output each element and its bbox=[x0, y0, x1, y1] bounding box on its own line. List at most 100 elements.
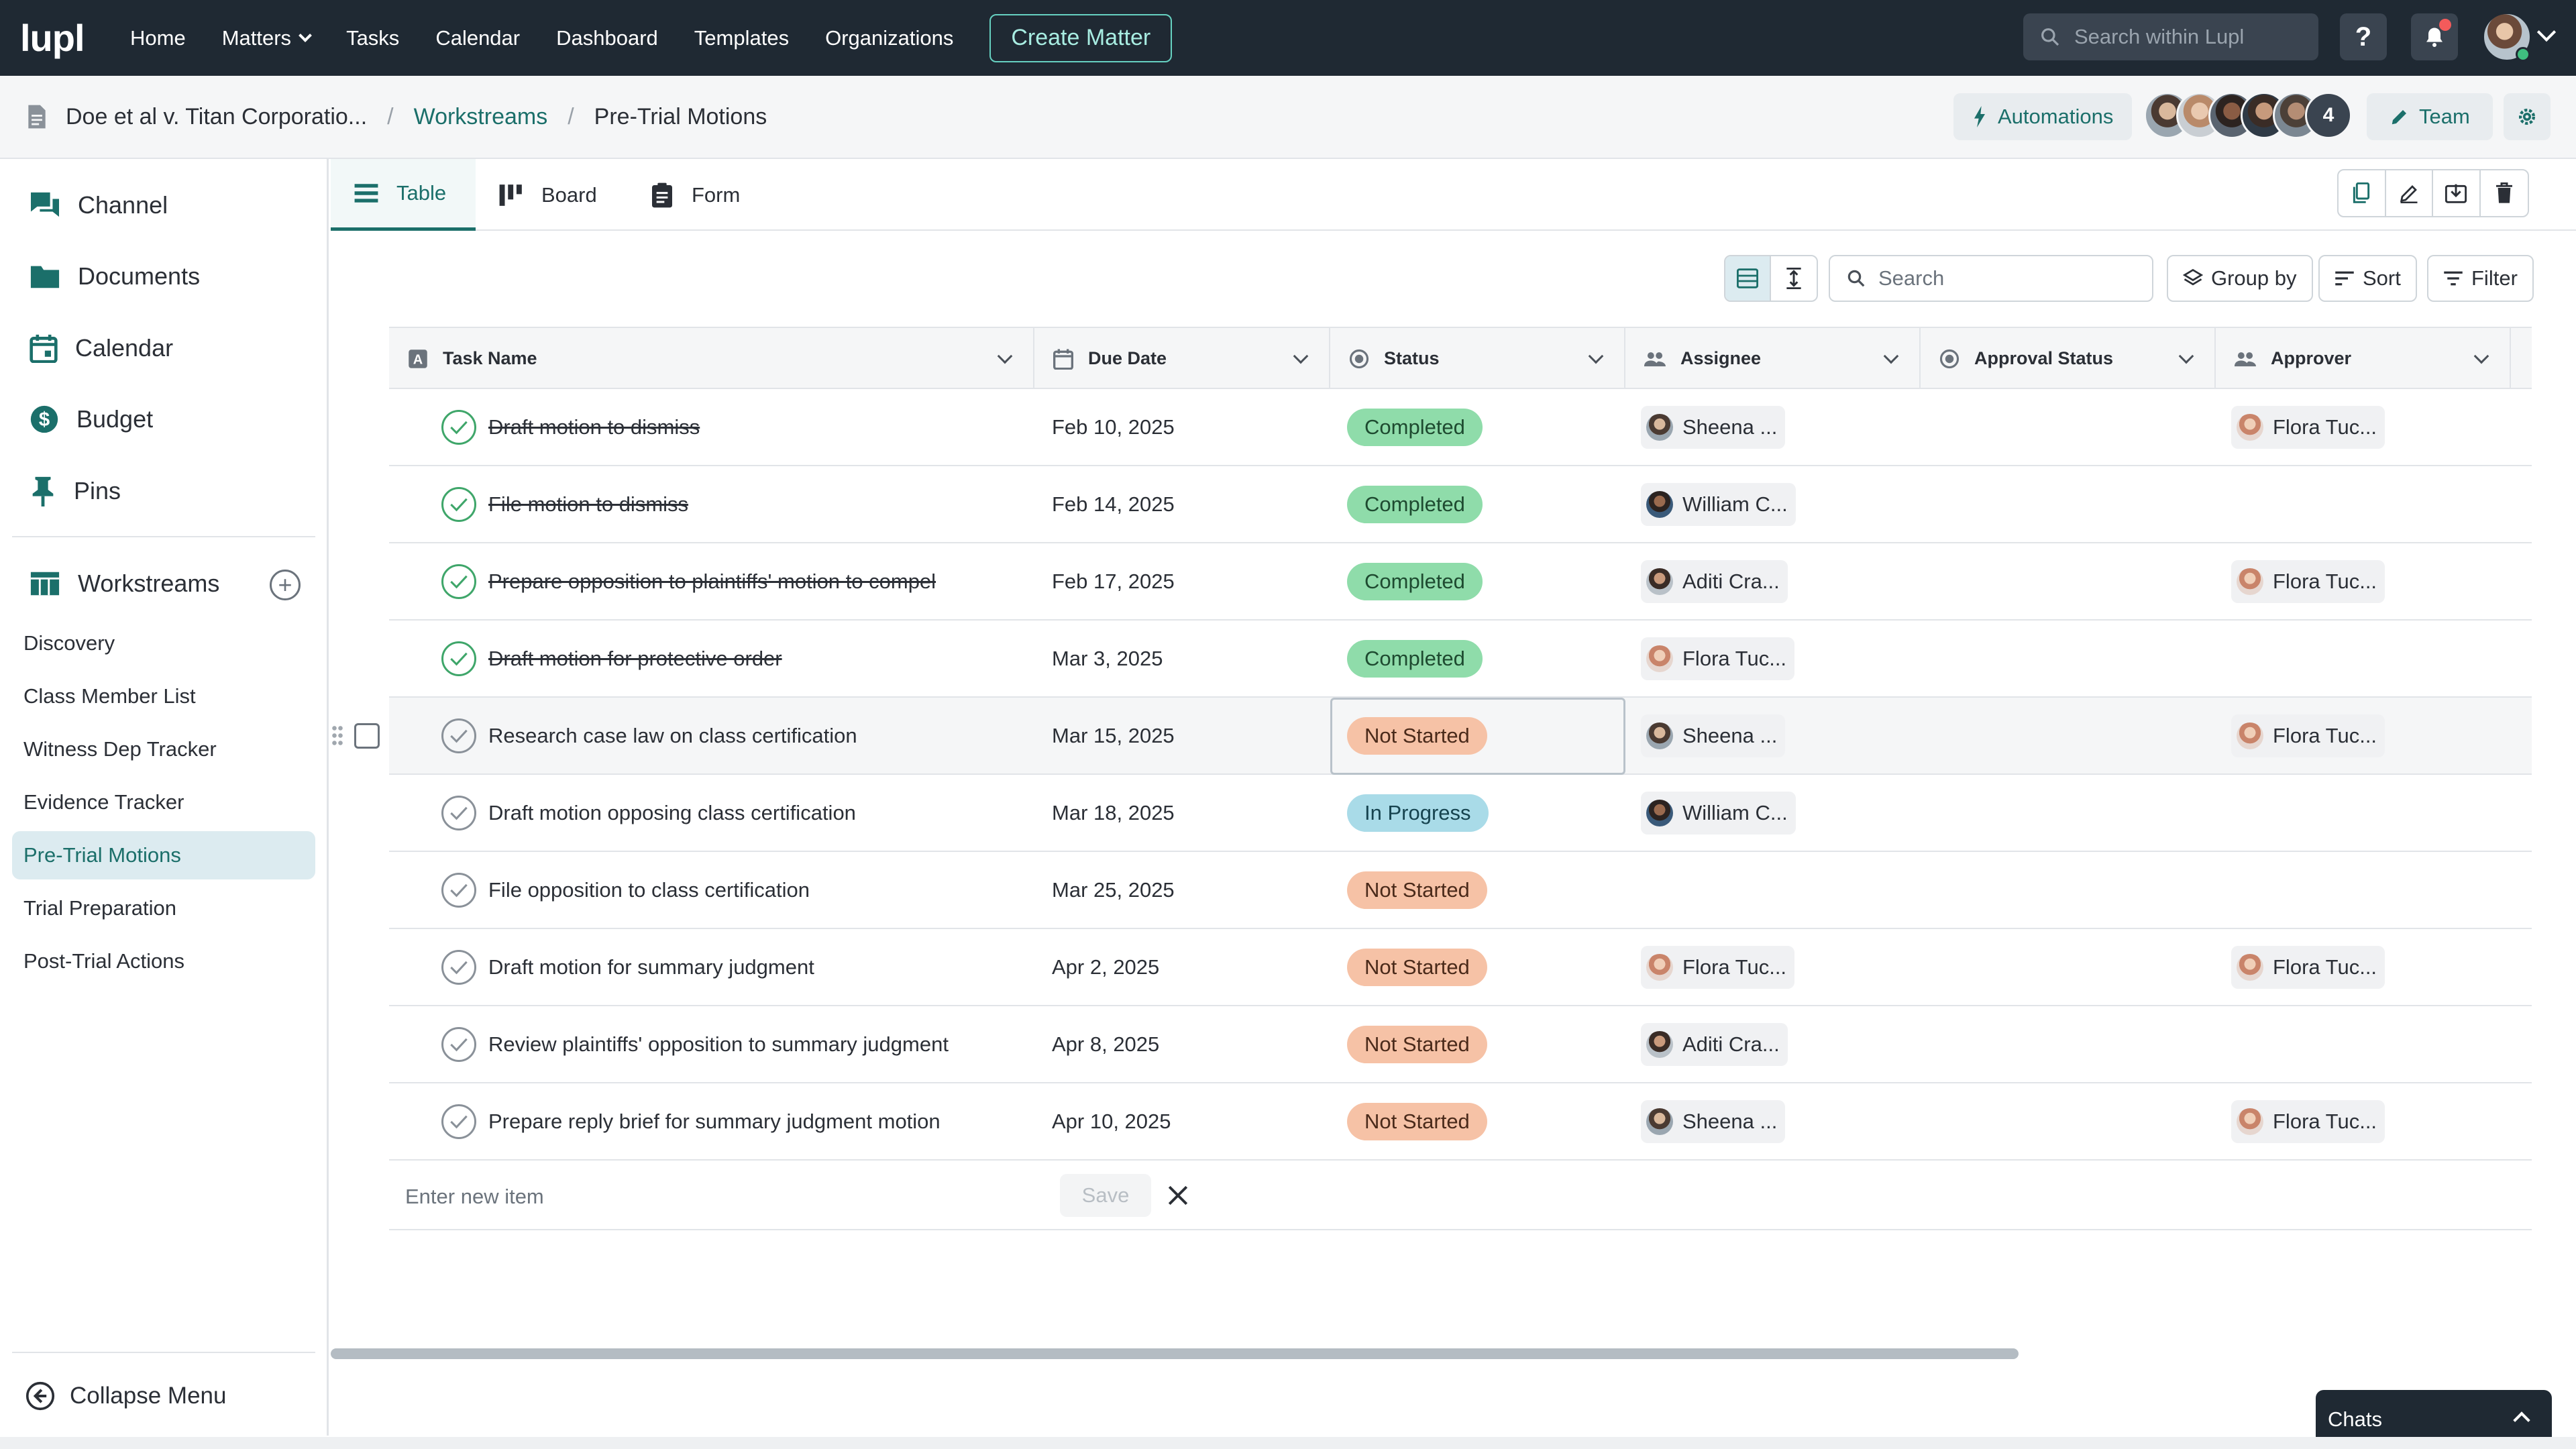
column-header-due-date[interactable]: Due Date bbox=[1034, 328, 1330, 389]
new-item-input[interactable]: Enter new item bbox=[405, 1185, 544, 1208]
assignee-cell[interactable]: Flora Tuc... bbox=[1641, 621, 1795, 696]
expand-density-button[interactable] bbox=[1771, 256, 1817, 301]
sidebar-item-calendar[interactable]: Calendar bbox=[30, 333, 173, 363]
assignee-chip[interactable]: William C... bbox=[1641, 482, 1796, 526]
status-cell[interactable]: Not Started bbox=[1347, 852, 1487, 928]
table-row[interactable]: Research case law on class certification… bbox=[331, 698, 2532, 775]
task-name-cell[interactable]: Draft motion to dismiss bbox=[488, 389, 700, 465]
sidebar-item-channel[interactable]: Channel bbox=[30, 191, 168, 219]
due-date-cell[interactable]: Mar 3, 2025 bbox=[1052, 621, 1163, 696]
assignee-chip[interactable]: Sheena ... bbox=[1641, 714, 1786, 757]
team-button[interactable]: Team bbox=[2367, 93, 2493, 140]
tab-table[interactable]: Table bbox=[331, 159, 476, 231]
sidebar-item-documents[interactable]: Documents bbox=[30, 262, 200, 290]
assignee-chip[interactable]: Aditi Cra... bbox=[1641, 1022, 1788, 1066]
global-search-input[interactable]: Search within Lupl bbox=[2023, 13, 2318, 60]
team-avatars[interactable]: 4 bbox=[2144, 92, 2352, 142]
nav-tasks[interactable]: Tasks bbox=[346, 25, 400, 50]
table-row[interactable]: Draft motion to dismiss Feb 10, 2025 Compl… bbox=[389, 389, 2532, 466]
task-name-cell[interactable]: Prepare reply brief for summary judgment… bbox=[488, 1083, 941, 1159]
status-cell[interactable]: Not Started bbox=[1347, 1006, 1487, 1082]
table-row[interactable]: Prepare opposition to plaintiffs' motion… bbox=[389, 543, 2532, 621]
task-complete-toggle[interactable] bbox=[441, 950, 476, 985]
add-workstream-button[interactable]: + bbox=[270, 570, 301, 600]
workstream-item-discovery[interactable]: Discovery bbox=[23, 631, 115, 655]
filter-button[interactable]: Filter bbox=[2427, 255, 2534, 302]
chevron-down-icon[interactable] bbox=[2473, 348, 2489, 364]
task-name-cell[interactable]: Prepare opposition to plaintiffs' motion… bbox=[488, 543, 936, 619]
task-name-cell[interactable]: File opposition to class certification bbox=[488, 852, 810, 928]
approver-chip[interactable]: Flora Tuc... bbox=[2231, 714, 2385, 757]
table-row[interactable]: File motion to dismiss Feb 14, 2025 Comple… bbox=[389, 466, 2532, 543]
table-row[interactable]: Draft motion opposing class certificatio… bbox=[389, 775, 2532, 852]
task-complete-toggle[interactable] bbox=[441, 718, 476, 753]
task-complete-toggle[interactable] bbox=[441, 410, 476, 445]
due-date-cell[interactable]: Mar 25, 2025 bbox=[1052, 852, 1175, 928]
approver-cell[interactable]: Flora Tuc... bbox=[2231, 698, 2385, 773]
status-cell[interactable]: Completed bbox=[1347, 466, 1483, 542]
automations-button[interactable]: Automations bbox=[1953, 93, 2133, 140]
due-date-cell[interactable]: Feb 10, 2025 bbox=[1052, 389, 1175, 465]
task-name-cell[interactable]: Research case law on class certification bbox=[488, 698, 857, 773]
sort-button[interactable]: Sort bbox=[2318, 255, 2417, 302]
nav-calendar[interactable]: Calendar bbox=[435, 25, 521, 50]
create-matter-button[interactable]: Create Matter bbox=[989, 13, 1173, 62]
approver-cell[interactable]: Flora Tuc... bbox=[2231, 543, 2385, 619]
column-header-approver[interactable]: Approver bbox=[2216, 328, 2511, 389]
table-search-input[interactable]: Search bbox=[1829, 255, 2153, 302]
compact-density-button[interactable] bbox=[1725, 256, 1771, 301]
workstream-item-witness-dep-tracker[interactable]: Witness Dep Tracker bbox=[23, 737, 217, 761]
settings-button[interactable] bbox=[2504, 93, 2551, 140]
approver-chip[interactable]: Flora Tuc... bbox=[2231, 945, 2385, 989]
approver-chip[interactable]: Flora Tuc... bbox=[2231, 405, 2385, 449]
due-date-cell[interactable]: Feb 17, 2025 bbox=[1052, 543, 1175, 619]
assignee-cell[interactable]: Sheena ... bbox=[1641, 698, 1786, 773]
nav-matters[interactable]: Matters bbox=[222, 26, 312, 50]
due-date-cell[interactable]: Feb 14, 2025 bbox=[1052, 466, 1175, 542]
assignee-cell[interactable]: William C... bbox=[1641, 775, 1796, 851]
approver-chip[interactable]: Flora Tuc... bbox=[2231, 559, 2385, 603]
status-cell[interactable]: Completed bbox=[1347, 621, 1483, 696]
workstream-item-evidence-tracker[interactable]: Evidence Tracker bbox=[23, 790, 184, 814]
assignee-cell[interactable]: Flora Tuc... bbox=[1641, 929, 1795, 1005]
notifications-button[interactable] bbox=[2411, 13, 2458, 60]
duplicate-button[interactable] bbox=[2339, 170, 2386, 216]
group-by-button[interactable]: Group by bbox=[2167, 255, 2313, 302]
task-complete-toggle[interactable] bbox=[441, 487, 476, 522]
task-complete-toggle[interactable] bbox=[441, 873, 476, 908]
assignee-chip[interactable]: William C... bbox=[1641, 791, 1796, 835]
breadcrumb-workstreams[interactable]: Workstreams bbox=[413, 103, 548, 129]
lupl-logo[interactable]: lupl bbox=[20, 17, 85, 59]
sidebar-item-budget[interactable]: $ Budget bbox=[30, 405, 153, 434]
assignee-cell[interactable]: Sheena ... bbox=[1641, 1083, 1786, 1159]
table-row[interactable]: Draft motion for protective order Mar 3, … bbox=[389, 621, 2532, 698]
assignee-cell[interactable]: Aditi Cra... bbox=[1641, 1006, 1788, 1082]
task-name-cell[interactable]: Draft motion opposing class certificatio… bbox=[488, 775, 856, 851]
chevron-down-icon[interactable] bbox=[1883, 348, 1899, 364]
task-name-cell[interactable]: Draft motion for protective order bbox=[488, 621, 782, 696]
assignee-chip[interactable]: Flora Tuc... bbox=[1641, 945, 1795, 989]
delete-button[interactable] bbox=[2481, 170, 2528, 216]
table-row[interactable]: Draft motion for summary judgment Apr 2, … bbox=[389, 929, 2532, 1006]
task-complete-toggle[interactable] bbox=[441, 641, 476, 676]
table-row[interactable]: File opposition to class certification Ma… bbox=[389, 852, 2532, 929]
sidebar-item-workstreams[interactable]: Workstreams bbox=[30, 570, 219, 598]
save-new-item-button[interactable]: Save bbox=[1060, 1174, 1151, 1217]
status-cell[interactable]: Not Started bbox=[1347, 698, 1487, 773]
status-cell[interactable]: Completed bbox=[1347, 389, 1483, 465]
cancel-new-item-button[interactable] bbox=[1161, 1178, 1195, 1213]
assignee-chip[interactable]: Sheena ... bbox=[1641, 1099, 1786, 1143]
assignee-cell[interactable]: Sheena ... bbox=[1641, 389, 1786, 465]
task-name-cell[interactable]: File motion to dismiss bbox=[488, 466, 688, 542]
status-cell[interactable]: In Progress bbox=[1347, 775, 1489, 851]
drag-handle-icon[interactable] bbox=[331, 724, 343, 747]
approver-cell[interactable]: Flora Tuc... bbox=[2231, 929, 2385, 1005]
column-header-status[interactable]: Status bbox=[1330, 328, 1625, 389]
approver-cell[interactable]: Flora Tuc... bbox=[2231, 1083, 2385, 1159]
chevron-down-icon[interactable] bbox=[2536, 22, 2557, 42]
due-date-cell[interactable]: Apr 10, 2025 bbox=[1052, 1083, 1171, 1159]
assignee-chip[interactable]: Flora Tuc... bbox=[1641, 637, 1795, 680]
task-name-cell[interactable]: Draft motion for summary judgment bbox=[488, 929, 814, 1005]
assignee-chip[interactable]: Aditi Cra... bbox=[1641, 559, 1788, 603]
due-date-cell[interactable]: Apr 8, 2025 bbox=[1052, 1006, 1159, 1082]
